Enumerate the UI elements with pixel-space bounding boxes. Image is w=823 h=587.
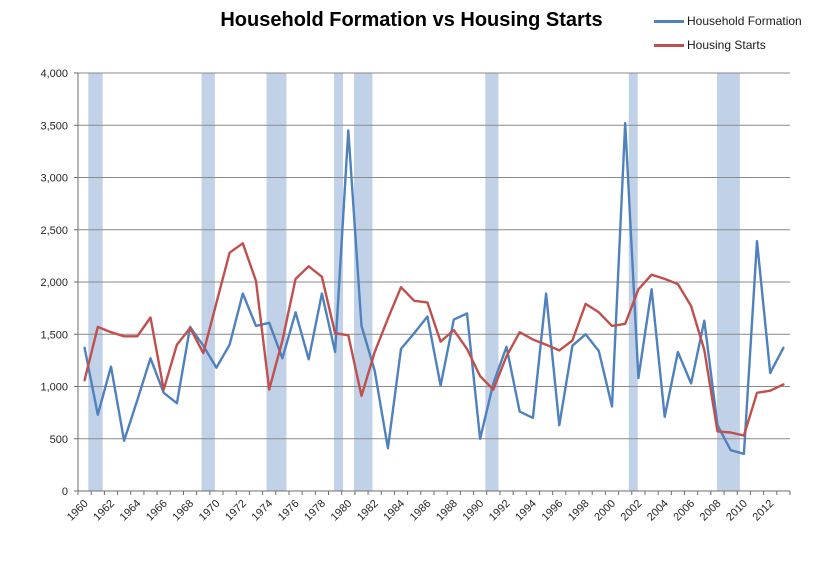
legend-entry-household-formation: Household Formation — [654, 13, 802, 29]
legend-entry-housing-starts: Housing Starts — [654, 37, 802, 53]
legend-swatch — [654, 19, 684, 23]
x-axis-label: 1976 — [276, 498, 302, 524]
legend-swatch — [654, 43, 684, 47]
legend-label: Housing Starts — [687, 38, 766, 52]
y-axis-label: 500 — [50, 434, 68, 446]
x-axis-label: 1972 — [223, 498, 249, 524]
y-axis-label: 2,500 — [40, 225, 68, 237]
x-axis-label: 2000 — [592, 498, 618, 524]
legend: Household Formation Housing Starts — [654, 13, 802, 61]
x-axis-label: 1998 — [566, 498, 592, 524]
x-axis-label: 1960 — [65, 498, 91, 524]
x-axis-label: 1968 — [170, 498, 196, 524]
y-axis-label: 4,000 — [40, 68, 68, 80]
x-axis-label: 1994 — [513, 498, 539, 524]
y-axis-label: 3,000 — [40, 173, 68, 185]
x-axis-label: 1990 — [460, 498, 486, 524]
chart-title: Household Formation vs Housing Starts — [220, 9, 603, 31]
x-axis-label: 1970 — [197, 498, 223, 524]
x-axis-label: 2002 — [619, 498, 645, 524]
x-axis-label: 2012 — [751, 498, 777, 524]
y-axis-label: 0 — [62, 486, 68, 498]
y-axis-label: 3,500 — [40, 120, 68, 132]
x-axis-label: 1986 — [408, 498, 434, 524]
x-axis-label: 1980 — [329, 498, 355, 524]
x-axis-label: 1964 — [118, 498, 144, 524]
x-axis-label: 1988 — [434, 498, 460, 524]
y-axis-label: 1,500 — [40, 329, 68, 341]
x-axis-label: 2006 — [671, 498, 697, 524]
x-axis-label: 2004 — [645, 498, 671, 524]
y-axis-label: 2,000 — [40, 277, 68, 289]
y-axis-label: 1,000 — [40, 382, 68, 394]
x-axis-label: 1982 — [355, 498, 381, 524]
household-formation-line — [83, 121, 785, 456]
x-axis-label: 1966 — [144, 498, 170, 524]
x-axis-label: 1974 — [250, 498, 276, 524]
x-axis-label: 1984 — [381, 498, 407, 524]
x-axis-label: 2010 — [724, 498, 750, 524]
x-axis-label: 1962 — [91, 498, 117, 524]
legend-label: Household Formation — [687, 14, 802, 28]
x-axis-label: 1992 — [487, 498, 513, 524]
x-axis-label: 2008 — [698, 498, 724, 524]
housing-starts-line — [83, 242, 785, 437]
x-axis-label: 1996 — [540, 498, 566, 524]
x-axis-label: 1978 — [302, 498, 328, 524]
